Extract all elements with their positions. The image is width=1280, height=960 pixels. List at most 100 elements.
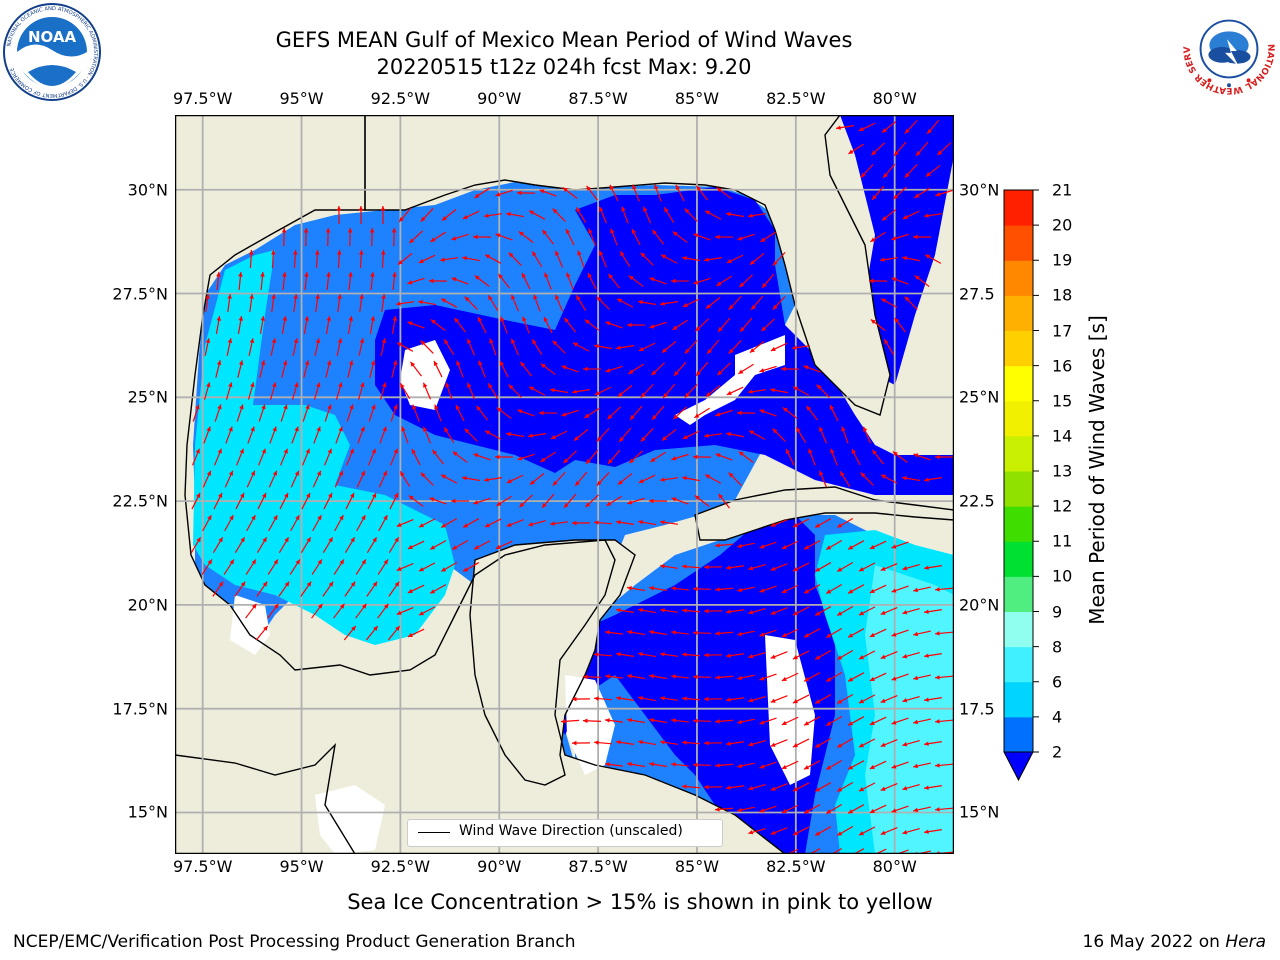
wave-direction-arrow (670, 674, 690, 679)
wave-direction-arrow (377, 559, 389, 575)
wave-direction-arrow (270, 338, 277, 356)
wave-direction-arrow (609, 184, 619, 202)
wave-direction-arrow (571, 740, 591, 746)
wave-direction-arrow (347, 360, 354, 378)
wave-direction-arrow (726, 785, 744, 790)
wave-direction-arrow (638, 651, 656, 658)
wave-direction-arrow (714, 719, 734, 724)
wave-direction-arrow (256, 536, 268, 554)
wave-direction-arrow (681, 564, 701, 569)
wave-direction-arrow (914, 187, 930, 199)
wave-direction-arrow (881, 120, 897, 134)
wave-direction-arrow (544, 272, 552, 290)
wave-direction-arrow (466, 338, 476, 356)
wave-direction-arrow (390, 448, 398, 466)
wave-direction-arrow (640, 383, 654, 399)
wave-direction-arrow (642, 206, 652, 224)
wave-direction-arrow (902, 695, 920, 703)
wave-direction-arrow (335, 382, 343, 400)
wave-direction-arrow (216, 271, 221, 291)
lon-tick-label-top: 80°W (872, 89, 917, 108)
wave-direction-arrow (617, 472, 633, 486)
wave-direction-arrow (924, 565, 942, 570)
map-border (175, 115, 954, 854)
wave-direction-arrow (281, 227, 287, 247)
map-subtitle: 20220515 t12z 024h fcst Max: 9.20 (376, 55, 752, 79)
wave-direction-arrow (814, 650, 832, 660)
wave-direction-arrow (258, 448, 266, 466)
wave-direction-arrow (391, 316, 398, 334)
wave-direction-arrow (726, 565, 744, 570)
wave-direction-arrow (902, 563, 920, 571)
wave-direction-arrow (868, 278, 888, 284)
wave-direction-arrow (540, 363, 556, 375)
wave-direction-arrow (825, 583, 843, 595)
colorbar (1003, 189, 1039, 782)
wave-direction-arrow (772, 296, 786, 310)
wave-direction-arrow (462, 210, 480, 220)
wave-direction-arrow (660, 608, 678, 613)
wave-direction-arrow (289, 559, 301, 575)
wave-direction-arrow (473, 453, 491, 461)
wave-direction-arrow (738, 451, 754, 463)
wave-direction-arrow (387, 625, 401, 641)
wave-direction-arrow (396, 518, 414, 528)
wave-direction-arrow (212, 581, 224, 597)
wave-direction-arrow (498, 273, 510, 289)
lat-tick-label-right: 15°N (959, 802, 1000, 822)
wave-direction-arrow (358, 338, 365, 356)
wave-direction-arrow (616, 608, 634, 613)
wave-direction-arrow (847, 584, 865, 594)
wave-direction-arrow (924, 653, 942, 658)
wave-direction-arrow (325, 360, 332, 378)
wave-direction-arrow (704, 474, 722, 484)
wave-direction-arrow (660, 477, 678, 482)
wave-direction-arrow (737, 718, 755, 725)
wave-direction-arrow (496, 495, 512, 507)
wave-direction-arrow (202, 470, 212, 488)
wave-direction-arrow (249, 294, 254, 312)
wave-direction-arrow (825, 671, 843, 683)
wave-direction-arrow (267, 603, 279, 619)
wave-direction-arrow (365, 625, 379, 641)
wave-direction-arrow (313, 426, 321, 444)
wave-direction-arrow (396, 342, 414, 352)
colorbar-tick-label: 17 (1052, 321, 1073, 340)
wave-direction-arrow (429, 584, 447, 594)
wave-direction-arrow (714, 763, 734, 768)
wave-direction-arrow (303, 360, 310, 378)
wave-direction-arrow (880, 827, 898, 835)
wave-direction-arrow (562, 187, 578, 199)
wave-direction-arrow (380, 338, 387, 356)
wave-direction-arrow (455, 404, 465, 422)
wave-direction-arrow (487, 383, 499, 399)
wave-direction-arrow (610, 228, 618, 246)
wave-direction-arrow (926, 119, 940, 135)
wave-direction-arrow (792, 694, 810, 704)
wave-direction-arrow (234, 581, 246, 597)
wave-direction-arrow (728, 472, 742, 486)
mexico-land (175, 115, 785, 854)
wave-direction-arrow (440, 518, 458, 528)
wave-direction-arrow (632, 184, 640, 202)
wave-direction-arrow (621, 206, 629, 224)
wave-direction-arrow (407, 628, 425, 638)
wave-direction-arrow (369, 316, 376, 334)
wave-direction-arrow (575, 207, 587, 223)
map-title: GEFS MEAN Gulf of Mexico Mean Period of … (275, 28, 853, 52)
gap-belize (565, 675, 615, 775)
wave-direction-arrow (670, 278, 690, 284)
wave-direction-arrow (803, 716, 821, 726)
wave-direction-arrow (704, 433, 722, 438)
wave-direction-arrow (726, 254, 744, 264)
wave-direction-arrow (737, 806, 755, 813)
wave-direction-arrow (607, 449, 621, 465)
wave-direction-arrow (202, 514, 212, 532)
wave-direction-arrow (201, 559, 213, 575)
wave-direction-arrow (858, 122, 876, 132)
colorbar-segment (1004, 646, 1033, 683)
wave-direction-arrow (836, 782, 854, 792)
wave-direction-arrow (420, 472, 434, 486)
wave-direction-arrow (528, 386, 546, 396)
date-text: 16 May 2022 on (1082, 932, 1226, 952)
